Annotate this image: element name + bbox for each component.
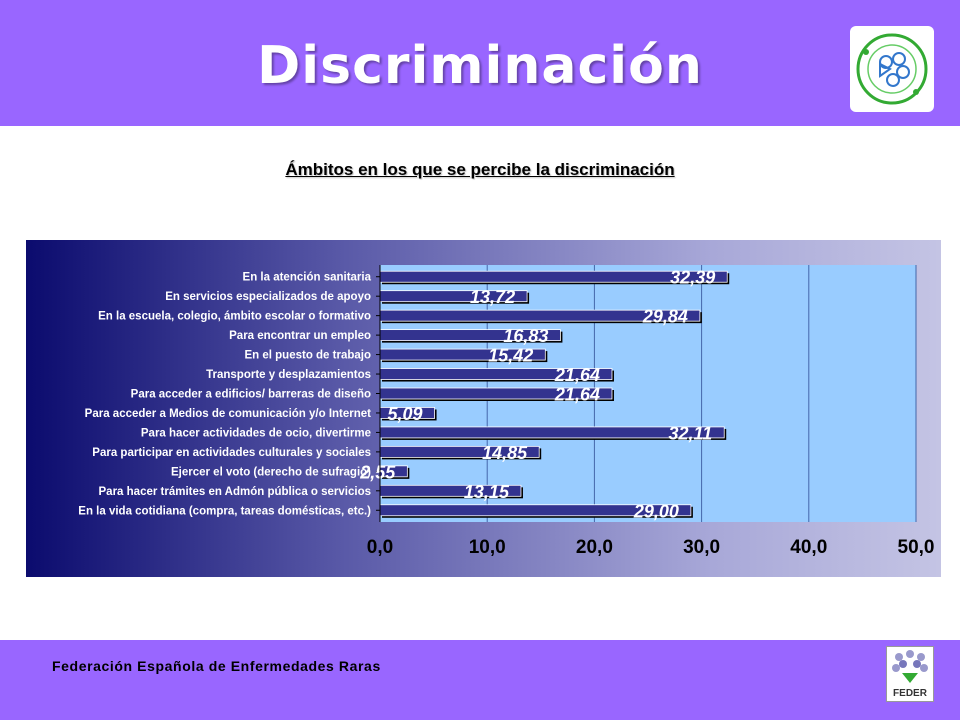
category-label: Transporte y desplazamientos <box>206 369 371 381</box>
value-label: 32,11 <box>669 423 713 443</box>
category-label: Para hacer trámites en Admón pública o s… <box>99 486 371 498</box>
bars <box>379 270 730 518</box>
footer-organization: Federación Española de Enfermedades Rara… <box>52 658 381 674</box>
category-label: En el puesto de trabajo <box>244 350 371 362</box>
value-label: 2,55 <box>359 462 396 482</box>
rare-diseases-logo-icon <box>850 26 934 112</box>
value-label: 29,84 <box>642 307 688 327</box>
x-tick-label: 40,0 <box>790 537 827 558</box>
value-label: 21,64 <box>554 365 600 385</box>
footer-band <box>0 640 960 720</box>
category-label: Ejercer el voto (derecho de sufragio) <box>171 466 371 478</box>
category-label: Para encontrar un empleo <box>229 330 371 342</box>
page-title: Discriminación <box>257 36 703 96</box>
x-tick-label: 10,0 <box>469 537 506 558</box>
value-label: 13,15 <box>464 482 510 502</box>
category-label: Para acceder a edificios/ barreras de di… <box>131 389 371 401</box>
x-tick-label: 30,0 <box>683 537 720 558</box>
x-tick-label: 0,0 <box>367 537 393 558</box>
header-band <box>0 0 960 126</box>
category-label: Para participar en actividades culturale… <box>92 447 371 459</box>
value-label: 21,64 <box>554 385 600 405</box>
value-label: 29,00 <box>633 501 679 521</box>
category-label: En la vida cotidiana (compra, tareas dom… <box>78 505 371 517</box>
bar-chart-svg: En la atención sanitaria En servicios esp… <box>78 265 935 558</box>
value-label: 14,85 <box>482 443 528 463</box>
chart-title: Ámbitos en los que se percibe la discrim… <box>285 160 675 179</box>
value-label: 13,72 <box>470 287 515 307</box>
x-tick-label: 50,0 <box>898 537 935 558</box>
category-label: Para acceder a Medios de comunicación y/… <box>85 408 371 420</box>
category-label: Para hacer actividades de ocio, divertir… <box>141 427 371 439</box>
value-label: 15,42 <box>488 346 533 366</box>
category-label: En servicios especializados de apoyo <box>165 291 371 303</box>
bar-chart: En la atención sanitaria En servicios esp… <box>26 240 941 577</box>
category-label: En la atención sanitaria <box>243 272 372 284</box>
category-labels: En la atención sanitaria En servicios esp… <box>78 272 380 517</box>
feder-logo-text: FEDER <box>893 688 928 699</box>
feder-logo-icon: FEDER <box>886 646 934 702</box>
x-tick-label: 20,0 <box>576 537 613 558</box>
value-label: 32,39 <box>670 268 715 288</box>
category-label: En la escuela, colegio, ámbito escolar o… <box>98 311 371 323</box>
x-axis-ticks: 0,0 10,0 20,0 30,0 40,0 50,0 <box>367 537 935 558</box>
value-label: 16,83 <box>503 326 548 346</box>
value-label: 5,09 <box>388 404 423 424</box>
